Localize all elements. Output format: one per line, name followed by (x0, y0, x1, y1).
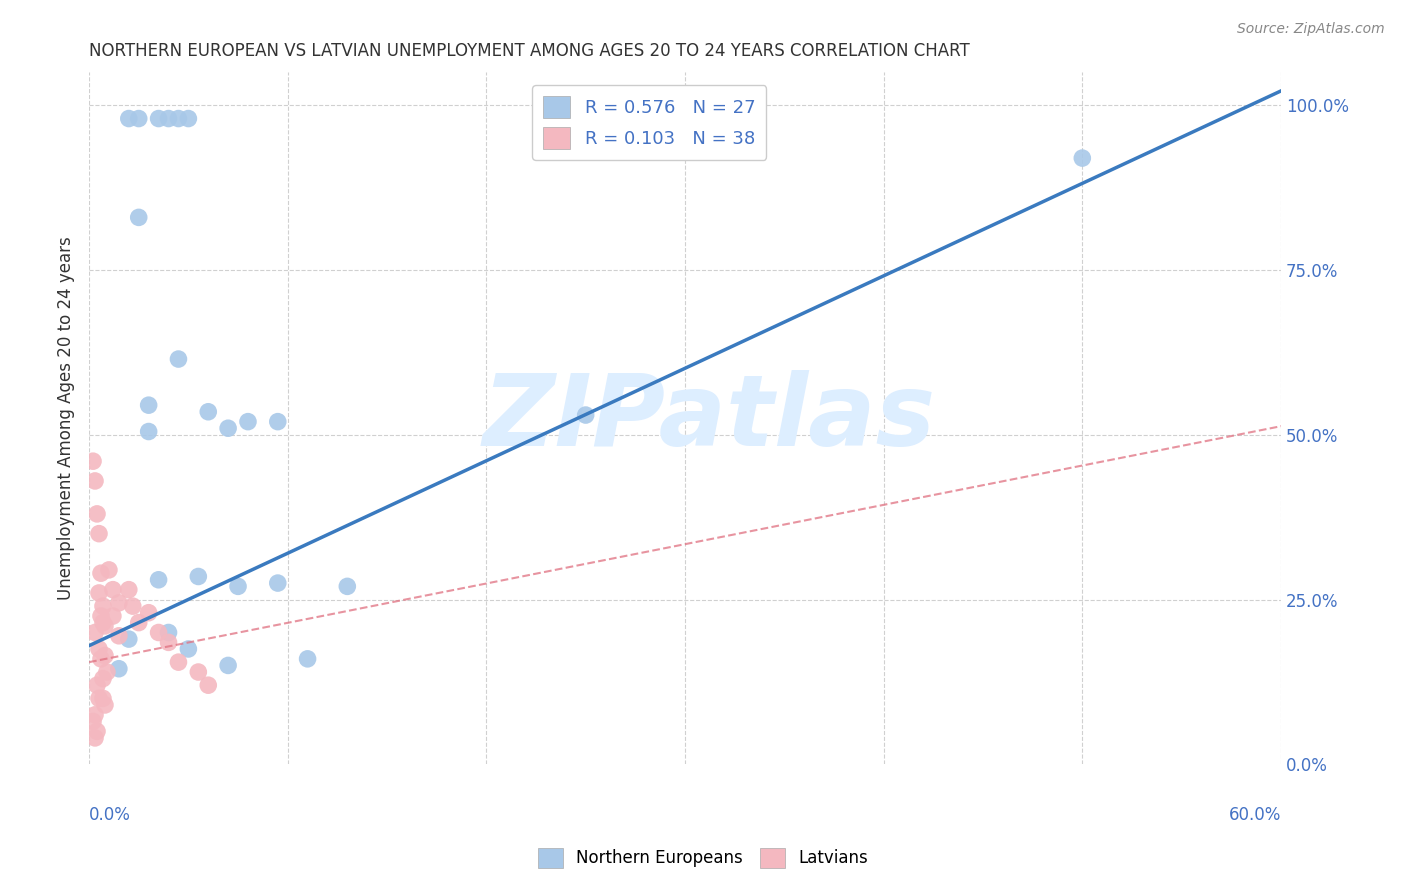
Point (91, 615, 114, 630)
Point (94, 619, 117, 633)
Point (148, 573, 170, 587)
Point (86, 507, 108, 521)
Point (84, 731, 107, 745)
Point (96, 665, 118, 679)
Point (118, 112, 141, 126)
Point (297, 652, 319, 666)
Point (128, 615, 150, 630)
Text: NORTHERN EUROPEAN VS LATVIAN UNEMPLOYMENT AMONG AGES 20 TO 24 YEARS CORRELATION : NORTHERN EUROPEAN VS LATVIAN UNEMPLOYMEN… (89, 42, 970, 60)
Point (226, 579, 249, 593)
Point (138, 425, 160, 439)
Point (91, 672, 114, 686)
Point (197, 678, 219, 692)
Point (187, 569, 209, 583)
Point (157, 112, 180, 126)
Point (177, 112, 200, 126)
Y-axis label: Unemployment Among Ages 20 to 24 years: Unemployment Among Ages 20 to 24 years (58, 236, 75, 600)
Point (90, 566, 112, 581)
Point (87, 586, 110, 600)
Point (82, 714, 104, 729)
Point (91, 599, 114, 614)
Point (128, 211, 150, 225)
Point (121, 599, 143, 614)
Point (128, 112, 150, 126)
Point (336, 579, 359, 593)
Point (167, 112, 190, 126)
Point (148, 625, 170, 640)
Text: 60.0%: 60.0% (1229, 805, 1281, 824)
Text: Source: ZipAtlas.com: Source: ZipAtlas.com (1237, 22, 1385, 37)
Point (118, 632, 141, 646)
Point (84, 474, 107, 488)
Point (91, 691, 114, 706)
Text: ZIPatlas: ZIPatlas (482, 370, 935, 467)
Point (197, 405, 219, 419)
Point (86, 678, 108, 692)
Legend: R = 0.576   N = 27, R = 0.103   N = 38: R = 0.576 N = 27, R = 0.103 N = 38 (533, 85, 766, 160)
Point (167, 655, 190, 669)
Point (97, 563, 120, 577)
Point (138, 606, 160, 620)
Point (118, 582, 141, 597)
Point (90, 652, 112, 666)
Point (267, 576, 290, 591)
Point (94, 698, 117, 712)
Point (217, 658, 239, 673)
Point (187, 665, 209, 679)
Point (236, 415, 259, 429)
Point (87, 526, 110, 541)
Point (84, 707, 107, 722)
Point (84, 625, 107, 640)
Point (101, 609, 124, 624)
Point (90, 609, 112, 624)
Point (108, 596, 131, 610)
Point (157, 625, 180, 640)
Point (86, 724, 108, 739)
Point (94, 648, 117, 663)
Point (101, 582, 124, 597)
Point (108, 662, 131, 676)
Text: 0.0%: 0.0% (89, 805, 131, 824)
Legend: Northern Europeans, Latvians: Northern Europeans, Latvians (531, 841, 875, 875)
Point (575, 408, 598, 422)
Point (267, 415, 290, 429)
Point (157, 635, 180, 649)
Point (108, 629, 131, 643)
Point (217, 421, 239, 435)
Point (1071, 151, 1094, 165)
Point (167, 352, 190, 367)
Point (148, 112, 170, 126)
Point (138, 398, 160, 412)
Point (87, 642, 110, 657)
Point (177, 642, 200, 657)
Point (82, 454, 104, 468)
Point (87, 691, 110, 706)
